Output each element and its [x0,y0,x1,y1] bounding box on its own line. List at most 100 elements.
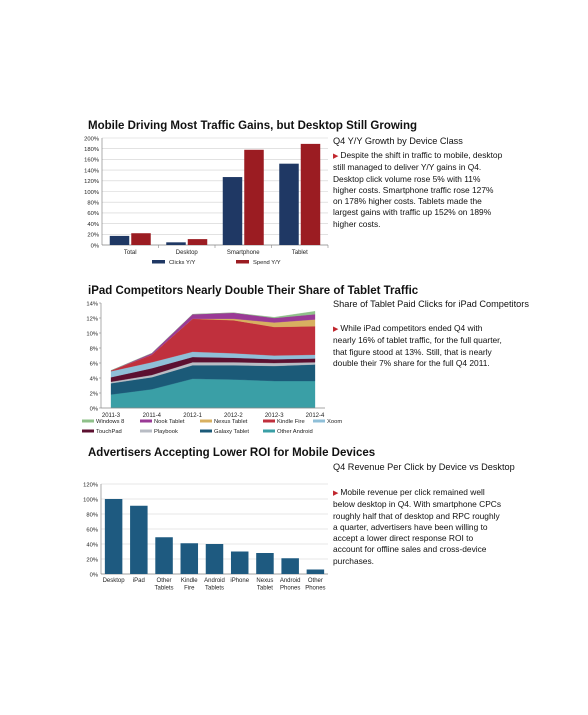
bar-other-phones [306,569,325,574]
section3-side-text: ▶ Mobile revenue per click remained well … [333,487,503,567]
legend-swatch-clicks-y-y [152,260,165,264]
x-tick-label: iPhone [230,578,249,584]
bar-spend-y-y-total [131,233,151,245]
x-tick-label: Nexus Tablet [256,578,273,592]
legend-swatch-windows-8 [82,419,94,423]
section3-body: Mobile revenue per click remained well b… [333,487,502,566]
device-growth-chart: 0% 20% 40% 60% 80% 100% 120% 140% 160% 180% 200% To… [84,136,329,266]
y-tick-label: 200% [84,136,99,142]
x-tick-label: Smartphone [227,250,260,256]
x-tick-label: 2012-3 [265,413,284,419]
legend-label-nook-tablet: Nook Tablet [154,419,185,425]
section3-title: Advertisers Accepting Lower ROI for Mobi… [88,447,376,459]
legend-swatch-kindle-fire [263,419,275,423]
bar-ipad [130,505,148,574]
y-tick-label: 100% [84,190,99,196]
x-tick-label: 2011-3 [102,413,121,419]
bar-other-tablets [155,537,173,574]
bar-clicks-y-y-smartphone [222,177,243,245]
tablet-share-chart: 0% 2% 4% 6% 8% 10% 12% 14% 2011-3 2011-4 2012-1 201… [82,301,342,435]
legend-swatch-nook-tablet [140,419,152,423]
bar-android-phones [281,558,299,574]
y-tick-label: 20% [87,233,99,239]
y-tick-label: 14% [86,301,98,307]
legend-label-nexus-tablet: Nexus Tablet [214,419,248,425]
y-tick-label: 0% [90,572,98,578]
bar-clicks-y-y-total [109,235,130,245]
x-tick-label: Android Phones [280,578,301,592]
y-tick-label: 4% [90,376,98,382]
y-tick-label: 40% [86,542,98,548]
rpc-chart: 0% 20% 40% 60% 80% 100% 120% Desktop iPad Other Ta… [83,482,328,592]
bar-android-tablets [205,544,224,574]
y-tick-label: 0% [91,243,99,249]
bar-clicks-y-y-desktop [166,242,186,245]
y-tick-label: 60% [87,211,99,217]
legend-label-playbook: Playbook [154,429,178,435]
x-tick-label: 2012-1 [183,413,202,419]
section2-side-text: ▶ While iPad competitors ended Q4 with ne… [333,323,503,369]
section2-side-title: Share of Tablet Paid Clicks for iPad Com… [333,299,529,309]
bullet-icon: ▶ [333,153,339,160]
section1-side-text: ▶ Despite the shift in traffic to mobile,… [333,150,503,230]
x-tick-label: 2011-4 [143,413,162,419]
x-tick-label: Android Tablets [204,578,225,592]
y-tick-label: 10% [86,331,98,337]
bullet-icon: ▶ [333,490,339,497]
x-tick-label: 2012-2 [224,413,243,419]
legend-swatch-other-android [263,429,275,433]
bar-spend-y-y-smartphone [244,149,264,245]
bar-nexus-tablet [256,553,274,574]
y-tick-label: 80% [86,512,98,518]
bar-clicks-y-y-tablet [279,163,299,245]
legend-swatch-xoom [313,419,325,423]
y-tick-label: 8% [90,346,98,352]
y-tick-label: 12% [86,316,98,322]
legend-label-windows-8: Windows 8 [96,419,124,425]
y-tick-label: 100% [83,497,98,503]
x-tick-label: Desktop [103,578,126,584]
legend-label-kindle-fire: Kindle Fire [277,419,305,425]
x-tick-label: Total [124,250,137,256]
x-tick-label: Tablet [292,250,308,256]
x-tick-label: Other Phones [305,578,325,592]
x-tick-label: 2012-4 [306,413,325,419]
y-tick-label: 40% [87,222,99,228]
legend-label-galaxy-tablet: Galaxy Tablet [214,429,249,435]
legend-label-clicks-y-y: Clicks Y/Y [169,260,195,266]
bullet-icon: ▶ [333,326,339,333]
y-tick-label: 180% [84,147,99,153]
y-tick-label: 2% [90,391,98,397]
section2-title: iPad Competitors Nearly Double Their Sha… [88,285,419,297]
y-tick-label: 0% [90,406,98,412]
legend-label-xoom: Xoom [327,419,342,425]
section2-body: While iPad competitors ended Q4 with nea… [333,323,502,368]
legend-label-spend-y-y: Spend Y/Y [253,260,281,266]
section3-side-title: Q4 Revenue Per Click by Device vs Deskto… [333,462,515,472]
y-tick-label: 6% [90,361,98,367]
y-tick-label: 120% [83,482,98,488]
section1-side-title: Q4 Y/Y Growth by Device Class [333,136,463,146]
bar-desktop [104,499,123,574]
bar-kindle-fire [180,543,199,574]
area-windows-8 [110,311,316,371]
y-tick-label: 60% [86,527,98,533]
y-tick-label: 160% [84,158,99,164]
section1-body: Despite the shift in traffic to mobile, … [333,150,503,229]
legend-swatch-touchpad [82,429,94,433]
y-tick-label: 80% [87,201,99,207]
bar-spend-y-y-tablet [300,143,321,245]
legend-swatch-galaxy-tablet [200,429,212,433]
bar-iphone [230,551,249,574]
legend-swatch-playbook [140,429,152,433]
y-tick-label: 140% [84,168,99,174]
legend-swatch-nexus-tablet [200,419,212,423]
y-tick-label: 120% [84,179,99,185]
x-tick-label: Kindle Fire [181,578,198,592]
x-tick-label: Other Tablets [155,578,174,592]
y-tick-label: 20% [86,557,98,563]
legend-label-other-android: Other Android [277,429,313,435]
legend-label-touchpad: TouchPad [96,429,122,435]
legend-swatch-spend-y-y [236,260,249,264]
x-tick-label: iPad [133,578,145,584]
